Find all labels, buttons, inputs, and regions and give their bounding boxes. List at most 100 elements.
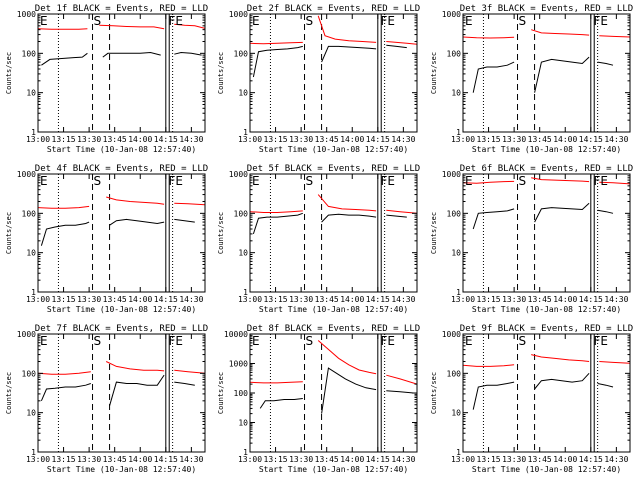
plot-frame bbox=[462, 13, 631, 133]
events-series-line bbox=[597, 209, 614, 214]
x-tick-label: 14:30 bbox=[391, 295, 415, 304]
x-tick-label: 13:00 bbox=[26, 135, 50, 144]
marker-s-label: S bbox=[519, 334, 527, 348]
x-tick-label: 13:00 bbox=[451, 295, 475, 304]
marker-e-label: E bbox=[252, 334, 260, 348]
marker-fe-label: FE bbox=[169, 14, 183, 28]
y-tick-label: 100 bbox=[22, 209, 37, 218]
x-tick-label: 13:30 bbox=[289, 455, 313, 464]
events-series-line bbox=[41, 52, 88, 66]
plot-frame bbox=[37, 173, 206, 293]
x-tick-label: 13:45 bbox=[315, 135, 339, 144]
lld-series-line bbox=[37, 205, 90, 209]
marker-e-label: E bbox=[252, 174, 260, 188]
plot-frame bbox=[462, 333, 631, 453]
events-series-line bbox=[174, 51, 202, 56]
x-axis-label: Start Time (10-Jan-08 12:57:40) bbox=[47, 305, 196, 314]
x-tick-label: 14:00 bbox=[340, 455, 364, 464]
events-series-line bbox=[321, 45, 377, 63]
lld-series-line bbox=[174, 23, 206, 29]
x-tick-label: 13:45 bbox=[528, 295, 552, 304]
x-tick-label: 14:15 bbox=[154, 135, 178, 144]
y-tick-label: 10 bbox=[451, 89, 461, 98]
plot-frame bbox=[249, 173, 418, 293]
x-tick-label: 13:30 bbox=[77, 135, 101, 144]
x-tick-label: 13:00 bbox=[451, 455, 475, 464]
events-series-line bbox=[109, 374, 165, 406]
events-series-line bbox=[40, 383, 91, 401]
x-tick-label: 13:30 bbox=[502, 135, 526, 144]
panel-det-3f: Det 3f BLACK = Events, RED = LLD 1 10 100 10… bbox=[430, 4, 633, 154]
x-tick-label: 13:30 bbox=[77, 455, 101, 464]
y-tick-label: 10 bbox=[238, 419, 248, 428]
marker-fe-label: FE bbox=[594, 14, 608, 28]
marker-fe-label: FE bbox=[594, 334, 608, 348]
x-tick-label: 13:00 bbox=[451, 135, 475, 144]
x-tick-label: 14:00 bbox=[553, 135, 577, 144]
marker-s-label: S bbox=[306, 334, 314, 348]
lld-series-line bbox=[317, 194, 377, 212]
x-tick-label: 14:15 bbox=[579, 455, 603, 464]
lld-series-line bbox=[386, 41, 418, 45]
x-tick-label: 14:30 bbox=[179, 135, 203, 144]
y-tick-label: 1 bbox=[456, 128, 461, 137]
x-tick-label: 14:00 bbox=[553, 455, 577, 464]
panel-det-2f: Det 2f BLACK = Events, RED = LLD 1 10 100 10… bbox=[217, 4, 420, 154]
x-tick-label: 13:45 bbox=[528, 455, 552, 464]
lld-series-line bbox=[249, 41, 303, 45]
y-tick-label: 100 bbox=[447, 49, 462, 58]
panel-title: Det 6f BLACK = Events, RED = LLD bbox=[460, 164, 633, 174]
marker-s-label: S bbox=[94, 334, 102, 348]
marker-s-label: S bbox=[94, 174, 102, 188]
lld-series-line bbox=[317, 15, 377, 43]
lld-series-line bbox=[174, 202, 206, 206]
marker-fe-label: FE bbox=[594, 174, 608, 188]
x-tick-label: 13:15 bbox=[52, 455, 76, 464]
x-tick-label: 13:15 bbox=[264, 295, 288, 304]
panel-det-7f: Det 7f BLACK = Events, RED = LLD 1 10 100 10… bbox=[5, 324, 208, 474]
lld-series-line bbox=[249, 210, 303, 213]
x-tick-label: 14:00 bbox=[553, 295, 577, 304]
events-series-line bbox=[174, 381, 195, 386]
events-series-line bbox=[472, 381, 515, 410]
events-series-line bbox=[102, 51, 161, 58]
events-series-line bbox=[534, 56, 590, 93]
lld-series-line bbox=[462, 364, 515, 367]
marker-e-label: E bbox=[40, 14, 48, 28]
y-axis-label: Counts/sec bbox=[217, 372, 225, 414]
x-axis-label: Start Time (10-Jan-08 12:57:40) bbox=[47, 145, 196, 154]
x-tick-label: 14:00 bbox=[128, 295, 152, 304]
x-tick-label: 14:30 bbox=[604, 135, 628, 144]
panel-title: Det 8f BLACK = Events, RED = LLD bbox=[247, 324, 420, 334]
y-tick-label: 100 bbox=[22, 369, 37, 378]
x-tick-label: 14:15 bbox=[579, 135, 603, 144]
y-tick-label: 1 bbox=[243, 128, 248, 137]
x-tick-label: 13:45 bbox=[528, 135, 552, 144]
events-series-line bbox=[472, 208, 515, 230]
x-tick-label: 13:15 bbox=[477, 135, 501, 144]
x-axis-label: Start Time (10-Jan-08 12:57:40) bbox=[259, 465, 408, 474]
x-tick-label: 13:45 bbox=[103, 295, 127, 304]
events-series-line bbox=[321, 367, 377, 414]
lld-series-line bbox=[249, 381, 303, 384]
events-series-line bbox=[597, 61, 614, 66]
panel-det-1f: Det 1f BLACK = Events, RED = LLD 1 10 100 10… bbox=[5, 4, 208, 154]
y-tick-label: 1 bbox=[456, 288, 461, 297]
panel-det-8f: Det 8f BLACK = Events, RED = LLD 1 10 100 10… bbox=[217, 324, 420, 474]
y-tick-label: 1 bbox=[31, 448, 36, 457]
marker-e-label: E bbox=[465, 14, 473, 28]
x-tick-label: 13:00 bbox=[238, 135, 262, 144]
x-tick-label: 13:45 bbox=[103, 455, 127, 464]
events-series-line bbox=[40, 221, 90, 246]
x-tick-label: 14:15 bbox=[366, 455, 390, 464]
x-tick-label: 14:30 bbox=[391, 455, 415, 464]
x-tick-label: 13:00 bbox=[238, 455, 262, 464]
x-tick-label: 14:15 bbox=[366, 135, 390, 144]
y-tick-label: 1 bbox=[31, 128, 36, 137]
events-series-line bbox=[386, 44, 407, 49]
y-axis-label: Counts/sec bbox=[5, 52, 13, 94]
lld-series-line bbox=[462, 180, 515, 184]
x-tick-label: 14:30 bbox=[179, 295, 203, 304]
events-series-line bbox=[386, 214, 407, 218]
